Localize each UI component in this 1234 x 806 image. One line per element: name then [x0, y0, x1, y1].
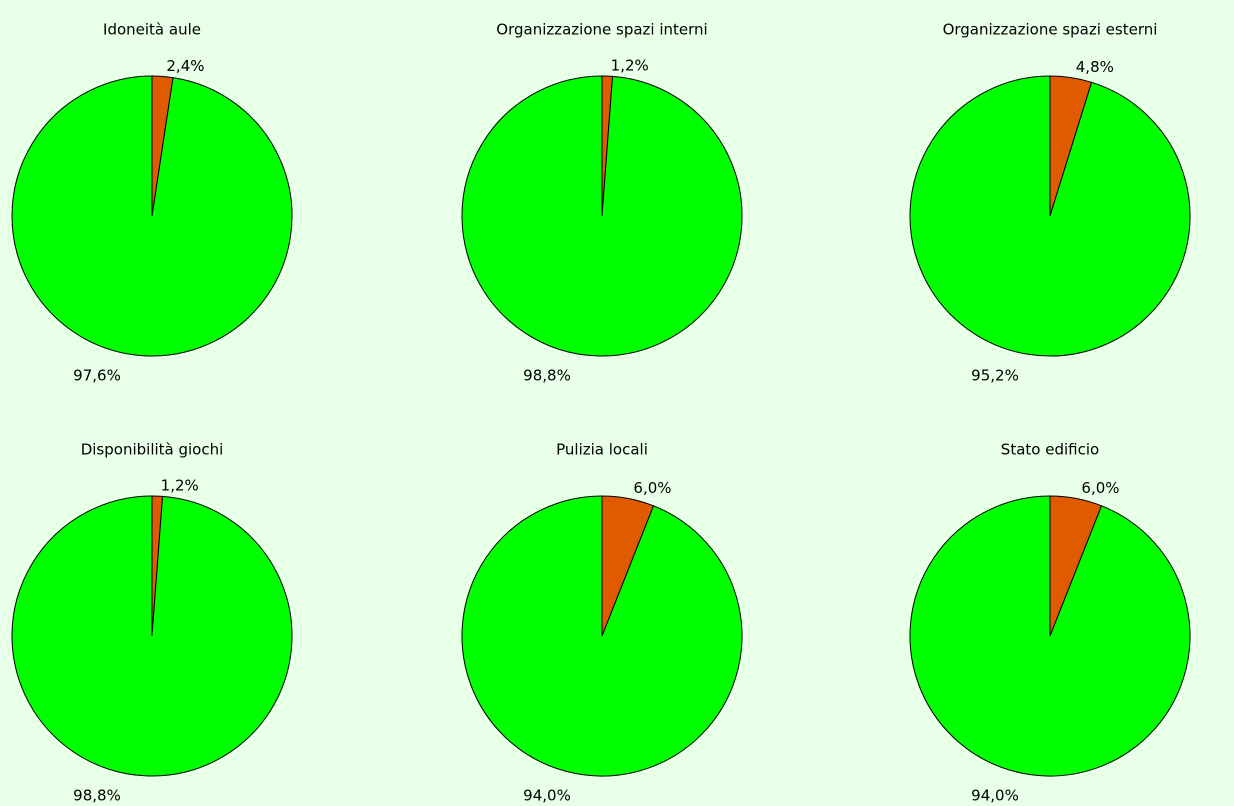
- data-label: 94,0%: [971, 787, 1019, 805]
- data-label: 6,0%: [1081, 479, 1119, 497]
- pie-chart: Organizzazione spazi interni 1,2% 98,8%: [461, 21, 743, 385]
- data-label: 95,2%: [971, 367, 1019, 385]
- pie-chart: Stato edificio 6,0% 94,0%: [909, 441, 1191, 805]
- pie-chart: Disponibilità giochi 1,2% 98,8%: [11, 441, 293, 805]
- pie-slice: [461, 495, 743, 777]
- pie-slice: [909, 75, 1191, 357]
- pie-chart: Pulizia locali 6,0% 94,0%: [461, 441, 743, 805]
- data-label: 4,8%: [1076, 58, 1114, 76]
- data-label: 2,4%: [166, 57, 204, 75]
- pie-title: Disponibilità giochi: [81, 441, 224, 459]
- pie-slice: [909, 495, 1191, 777]
- pie-title: Organizzazione spazi interni: [496, 21, 707, 39]
- pie-slice: [11, 75, 293, 357]
- data-label: 94,0%: [523, 787, 571, 805]
- pie-chart: Idoneità aule 2,4% 97,6%: [11, 21, 293, 385]
- pie-title: Stato edificio: [1001, 441, 1099, 459]
- pie-title: Pulizia locali: [556, 441, 648, 459]
- data-label: 98,8%: [73, 787, 121, 805]
- data-label: 98,8%: [523, 367, 571, 385]
- data-label: 97,6%: [73, 367, 121, 385]
- pie-slice: [11, 495, 293, 777]
- pie-title: Organizzazione spazi esterni: [943, 21, 1158, 39]
- data-label: 6,0%: [633, 479, 671, 497]
- pie-chart: Organizzazione spazi esterni 4,8% 95,2%: [909, 21, 1191, 385]
- pie-title: Idoneità aule: [103, 21, 201, 39]
- data-label: 1,2%: [611, 57, 649, 75]
- pie-slice: [461, 75, 743, 357]
- data-label: 1,2%: [161, 477, 199, 495]
